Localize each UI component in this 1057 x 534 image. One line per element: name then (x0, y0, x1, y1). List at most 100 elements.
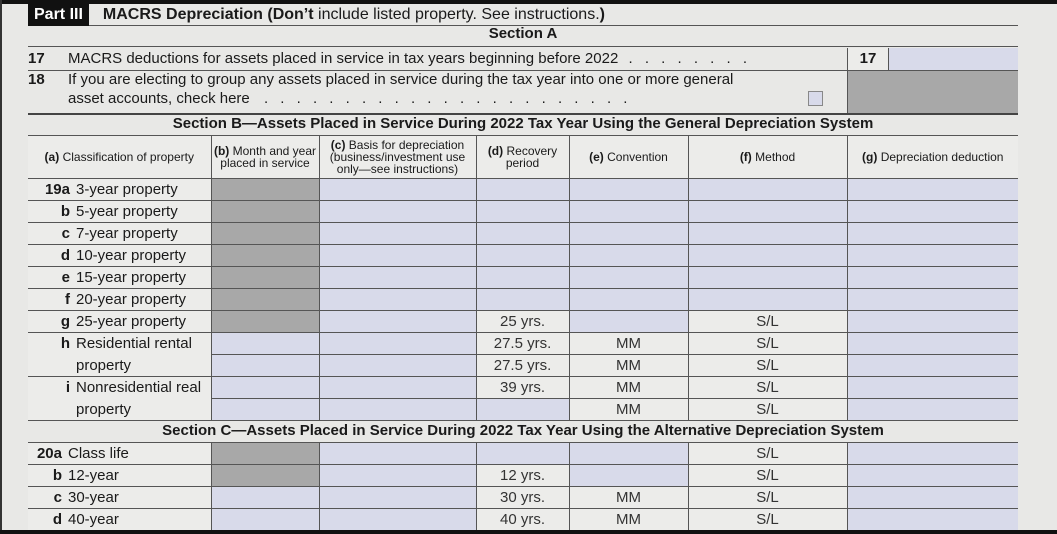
month-year-input[interactable] (211, 376, 320, 399)
recovery-period-value: 12 yrs. (476, 464, 570, 487)
row-label: i Nonresidential real (28, 376, 212, 399)
table-row: property 27.5 yrs. MM S/L (28, 354, 1018, 377)
basis-input[interactable] (319, 464, 477, 487)
basis-input[interactable] (319, 222, 477, 245)
method-input[interactable] (688, 178, 848, 201)
convention-input[interactable] (569, 266, 689, 289)
recovery-period-input[interactable] (476, 200, 570, 223)
row-label: property (28, 398, 212, 421)
method-value: S/L (688, 332, 848, 355)
recovery-period-value: 39 yrs. (476, 376, 570, 399)
month-year-shaded (211, 222, 320, 245)
deduction-input[interactable] (847, 288, 1018, 311)
table-row: d 10-year property (28, 244, 1018, 267)
recovery-period-input[interactable] (476, 398, 570, 421)
convention-input[interactable] (569, 200, 689, 223)
line-17-amount-input[interactable] (889, 48, 1018, 70)
month-year-input[interactable] (211, 508, 320, 531)
basis-input[interactable] (319, 332, 477, 355)
method-input[interactable] (688, 244, 848, 267)
line-17: 17 MACRS deductions for assets placed in … (28, 50, 751, 67)
month-year-shaded (211, 266, 320, 289)
basis-input[interactable] (319, 486, 477, 509)
method-input[interactable] (688, 266, 848, 289)
deduction-input[interactable] (847, 442, 1018, 465)
deduction-input[interactable] (847, 244, 1018, 267)
row-label: d 40-year (28, 508, 212, 531)
basis-input[interactable] (319, 266, 477, 289)
row-label: c 30-year (28, 486, 212, 509)
convention-value: MM (569, 398, 689, 421)
divider (28, 46, 1018, 47)
table-row: f 20-year property (28, 288, 1018, 311)
col-f-header: (f) Method (688, 135, 848, 179)
deduction-input[interactable] (847, 354, 1018, 377)
basis-input[interactable] (319, 178, 477, 201)
deduction-input[interactable] (847, 178, 1018, 201)
convention-input[interactable] (569, 244, 689, 267)
recovery-period-value: 27.5 yrs. (476, 354, 570, 377)
basis-input[interactable] (319, 376, 477, 399)
recovery-period-input[interactable] (476, 178, 570, 201)
method-value: S/L (688, 310, 848, 333)
convention-input[interactable] (569, 222, 689, 245)
month-year-input[interactable] (211, 486, 320, 509)
deduction-input[interactable] (847, 332, 1018, 355)
top-border (0, 0, 1057, 4)
method-value: S/L (688, 354, 848, 377)
recovery-period-input[interactable] (476, 222, 570, 245)
month-year-input[interactable] (211, 398, 320, 421)
convention-input[interactable] (569, 442, 689, 465)
deduction-input[interactable] (847, 398, 1018, 421)
month-year-shaded (211, 178, 320, 201)
deduction-input[interactable] (847, 200, 1018, 223)
line-18-checkbox[interactable] (808, 91, 823, 106)
basis-input[interactable] (319, 244, 477, 267)
col-e-header: (e) Convention (569, 135, 689, 179)
deduction-input[interactable] (847, 266, 1018, 289)
recovery-period-input[interactable] (476, 442, 570, 465)
table-row: 19a 3-year property (28, 178, 1018, 201)
convention-input[interactable] (569, 178, 689, 201)
table-row: d 40-year 40 yrs. MM S/L (28, 508, 1018, 531)
basis-input[interactable] (319, 354, 477, 377)
month-year-input[interactable] (211, 332, 320, 355)
line-17-box-label: 17 (847, 48, 889, 70)
convention-value: MM (569, 376, 689, 399)
row-label: 20a Class life (28, 442, 212, 465)
month-year-input[interactable] (211, 354, 320, 377)
basis-input[interactable] (319, 442, 477, 465)
row-label: b 5-year property (28, 200, 212, 223)
recovery-period-input[interactable] (476, 244, 570, 267)
deduction-input[interactable] (847, 222, 1018, 245)
basis-input[interactable] (319, 508, 477, 531)
deduction-input[interactable] (847, 310, 1018, 333)
deduction-input[interactable] (847, 486, 1018, 509)
convention-input[interactable] (569, 464, 689, 487)
convention-input[interactable] (569, 310, 689, 333)
row-label: e 15-year property (28, 266, 212, 289)
table-row: b 5-year property (28, 200, 1018, 223)
row-label: h Residential rental (28, 332, 212, 355)
row-label: d 10-year property (28, 244, 212, 267)
deduction-input[interactable] (847, 376, 1018, 399)
col-d-header: (d) Recovery period (476, 135, 570, 179)
convention-input[interactable] (569, 288, 689, 311)
method-input[interactable] (688, 222, 848, 245)
deduction-input[interactable] (847, 464, 1018, 487)
basis-input[interactable] (319, 200, 477, 223)
method-input[interactable] (688, 288, 848, 311)
row-label: property (28, 354, 212, 377)
deduction-input[interactable] (847, 508, 1018, 531)
basis-input[interactable] (319, 398, 477, 421)
basis-input[interactable] (319, 310, 477, 333)
recovery-period-input[interactable] (476, 266, 570, 289)
recovery-period-input[interactable] (476, 288, 570, 311)
basis-input[interactable] (319, 288, 477, 311)
month-year-shaded (211, 464, 320, 487)
table-row: e 15-year property (28, 266, 1018, 289)
section-b-title: Section B—Assets Placed in Service Durin… (172, 115, 874, 132)
method-input[interactable] (688, 200, 848, 223)
table-row: 20a Class life S/L (28, 442, 1018, 465)
